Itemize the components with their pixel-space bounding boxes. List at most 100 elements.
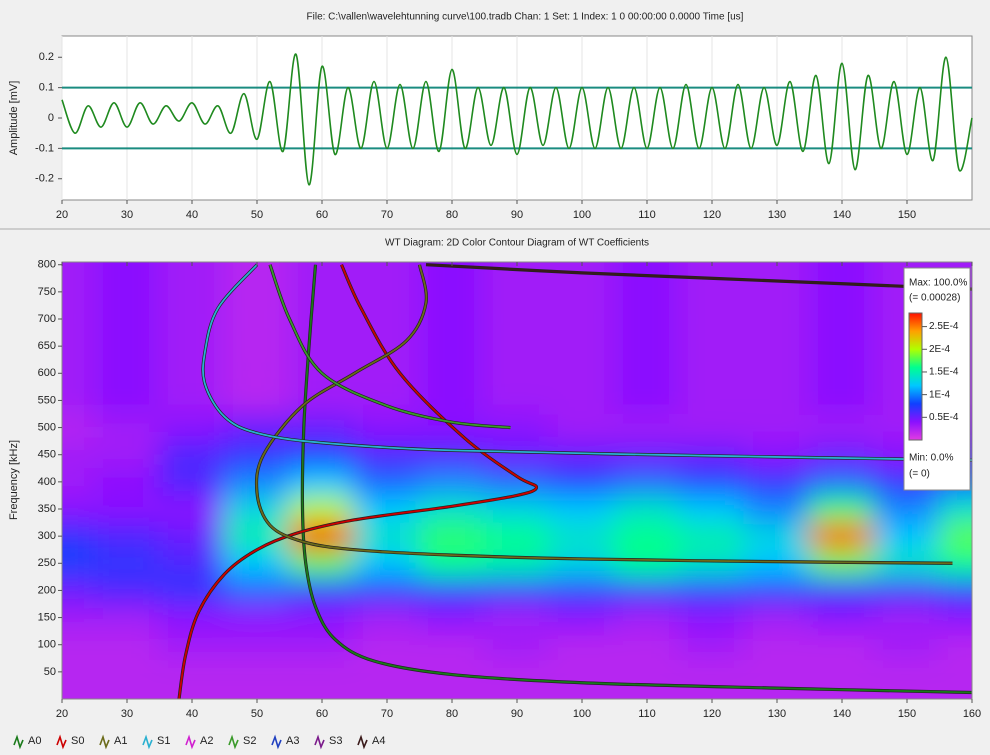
y-axis-label: Frequency [kHz] (8, 440, 20, 520)
colorbar-tick-label: 0.5E-4 (929, 412, 959, 423)
heat-cell (223, 441, 291, 469)
x-tick-label: 110 (638, 708, 656, 720)
x-tick-label: 120 (703, 708, 721, 720)
x-tick-label: 130 (768, 209, 786, 221)
heat-cell (353, 522, 421, 550)
heat-cell (613, 359, 681, 387)
heat-cell (353, 278, 421, 306)
heat-cell (678, 414, 746, 442)
heat-cell (548, 495, 616, 523)
heat-cell (288, 576, 356, 604)
colorbar-max-value: (= 0.00028) (909, 293, 960, 304)
heat-cell (93, 414, 161, 442)
heat-cell (548, 549, 616, 577)
legend-label: S3 (329, 735, 342, 747)
heat-cell (353, 631, 421, 659)
heat-cell (288, 262, 356, 279)
waveform (61, 53, 973, 186)
heat-cell (93, 604, 161, 632)
heat-cell (223, 604, 291, 632)
heat-cell (288, 332, 356, 360)
heat-cell (93, 549, 161, 577)
heat-cell (808, 262, 876, 279)
heat-cell (62, 604, 96, 632)
y-tick-label: 300 (38, 530, 56, 542)
x-tick-label: 150 (898, 209, 916, 221)
heat-cell (483, 576, 551, 604)
heat-cell (62, 658, 96, 699)
heat-cell (743, 495, 811, 523)
heat-cell (223, 549, 291, 577)
heat-cell (353, 604, 421, 632)
heat-cell (93, 658, 161, 699)
heat-cell (613, 522, 681, 550)
x-tick-label: 50 (251, 209, 263, 221)
legend-label: S0 (71, 735, 84, 747)
heat-cell (613, 414, 681, 442)
heat-cell (743, 576, 811, 604)
y-tick-label: 250 (38, 557, 56, 569)
x-tick-label: 140 (833, 209, 851, 221)
x-tick-label: 60 (316, 708, 328, 720)
heat-cell (62, 576, 96, 604)
heat-cell (808, 576, 876, 604)
y-tick-label: 400 (38, 476, 56, 488)
heat-cell (548, 305, 616, 333)
heat-cell (548, 604, 616, 632)
legend-icon (357, 734, 368, 750)
dispersion-curve (269, 264, 511, 429)
heat-cell (62, 305, 96, 333)
heat-cell (613, 549, 681, 577)
heat-cell (93, 278, 161, 306)
heat-cell (158, 658, 226, 699)
legend-label: A1 (114, 735, 127, 747)
heat-cell (548, 522, 616, 550)
heat-cell (288, 468, 356, 496)
heat-cell (808, 658, 876, 699)
heat-cell (288, 631, 356, 659)
x-tick-label: 130 (768, 708, 786, 720)
heat-cell (62, 631, 96, 659)
heat-cell (743, 305, 811, 333)
x-tick-label: 100 (573, 708, 591, 720)
heat-cell (418, 576, 486, 604)
heat-cell (873, 631, 941, 659)
heat-cell (62, 278, 96, 306)
heat-cell (93, 631, 161, 659)
heat-cell (93, 305, 161, 333)
heat-cell (678, 576, 746, 604)
heat-cell (158, 278, 226, 306)
heat-cell (483, 604, 551, 632)
heat-cell (353, 576, 421, 604)
heat-cell (93, 468, 161, 496)
y-tick-label: 650 (38, 340, 56, 352)
legend-icon (228, 734, 239, 750)
heat-cell (873, 576, 941, 604)
y-tick-label: 500 (38, 421, 56, 433)
x-tick-label: 70 (381, 209, 393, 221)
heat-cell (678, 495, 746, 523)
heat-cell (483, 278, 551, 306)
heat-cell (743, 386, 811, 414)
heat-cell (223, 658, 291, 699)
heat-cell (62, 522, 96, 550)
heat-cell (223, 386, 291, 414)
heat-cell (678, 631, 746, 659)
x-tick-label: 60 (316, 209, 328, 221)
heat-cell (808, 386, 876, 414)
heat-cell (62, 549, 96, 577)
heat-cell (808, 359, 876, 387)
legend-icon (314, 734, 325, 750)
dispersion-curve (202, 264, 972, 462)
dispersion-curves (177, 263, 972, 699)
heat-cell (288, 658, 356, 699)
heat-cell (62, 359, 96, 387)
legend-icon (56, 734, 67, 750)
heat-cell (613, 576, 681, 604)
heat-cell (678, 359, 746, 387)
heat-cell (353, 468, 421, 496)
heat-cell (418, 658, 486, 699)
heat-cell (288, 305, 356, 333)
heat-cell (678, 332, 746, 360)
heat-cell (548, 658, 616, 699)
